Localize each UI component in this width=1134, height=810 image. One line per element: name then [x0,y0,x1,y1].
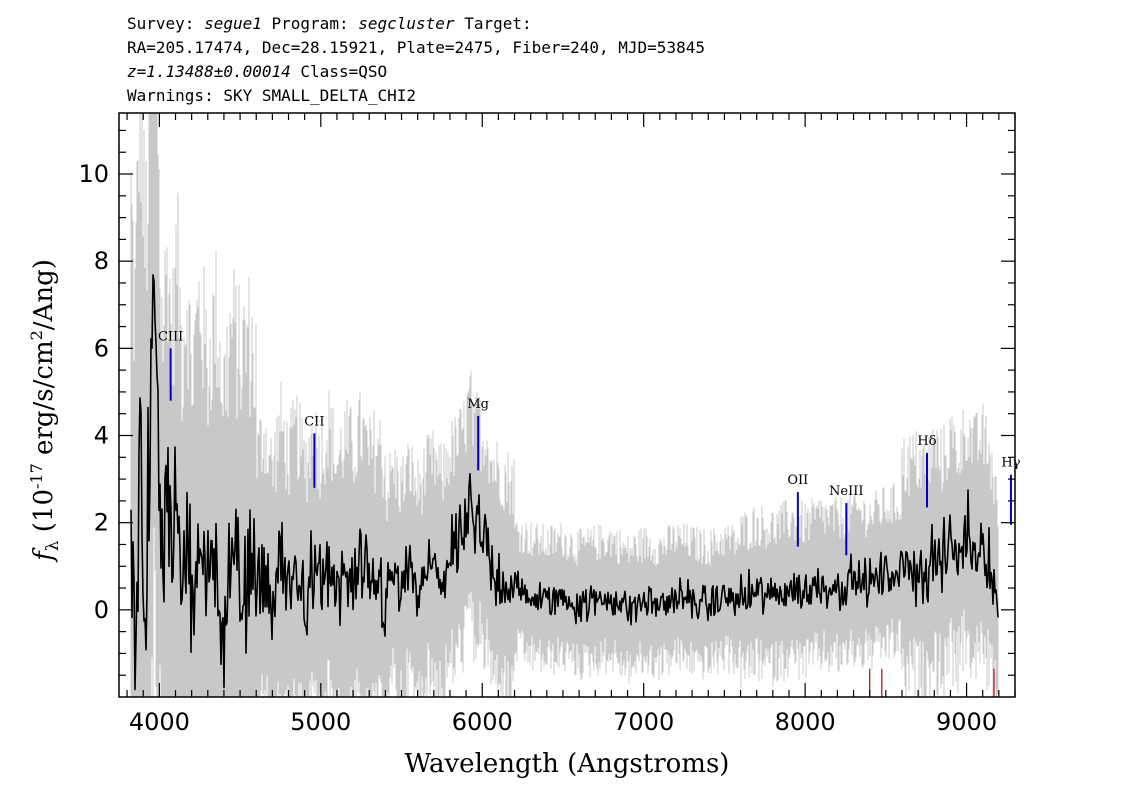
y-tick-label: 4 [94,422,109,450]
plot-frame [118,112,1016,698]
x-tick-label: 7000 [613,708,674,736]
target-label: Target: [464,14,532,33]
header-warnings: Warnings: SKY SMALL_DELTA_CHI2 [127,86,416,105]
emission-line-label: OII [787,473,808,488]
emission-line-label: CIII [158,329,183,344]
noise-layer [130,113,999,697]
y-axis-label: fλ (10-17 erg/s/cm2/Ang) [27,259,63,563]
survey-label: Survey: [127,14,195,33]
header-line-3: z=1.13488±0.00014 Class=QSO [127,61,387,83]
emission-line-label: Hγ [1001,456,1020,471]
emission-line-label: Hδ [917,434,936,449]
y-tick-label: 2 [94,509,109,537]
emission-line-label: NeIII [829,484,863,499]
redshift-value: z=1.13488±0.00014 [127,62,291,81]
axes-layer: 4000 5000 6000 7000 8000 9000 0 2 4 6 8 10 Wavelengt… [27,112,1016,779]
y-tick-label: 10 [78,160,109,188]
class-value: Class=QSO [300,62,388,81]
x-axis-label: Wavelength (Angstroms) [405,749,730,779]
survey-value: segue1 [204,14,262,33]
emission-line-label: Mg [467,397,489,412]
header-line-1: Survey: segue1 Program: segcluster Targe… [127,13,532,35]
program-label: Program: [271,14,349,33]
flux-line [130,274,999,691]
error-band [130,113,999,697]
header-coords: RA=205.17474, Dec=28.15921, Plate=2475, … [127,38,705,57]
program-value: segcluster [358,14,455,33]
marks-layer: CIII CII Mg OII NeIII Hδ Hγ [130,274,1021,697]
x-tick-label: 5000 [290,708,351,736]
x-tick-label: 4000 [129,708,190,736]
emission-line-label: CII [304,414,324,429]
y-tick-label: 8 [94,247,109,275]
x-tick-label: 6000 [452,708,513,736]
y-tick-label: 6 [94,334,109,362]
x-tick-label: 9000 [936,708,997,736]
x-tick-label: 8000 [775,708,836,736]
y-tick-label: 0 [94,596,109,624]
